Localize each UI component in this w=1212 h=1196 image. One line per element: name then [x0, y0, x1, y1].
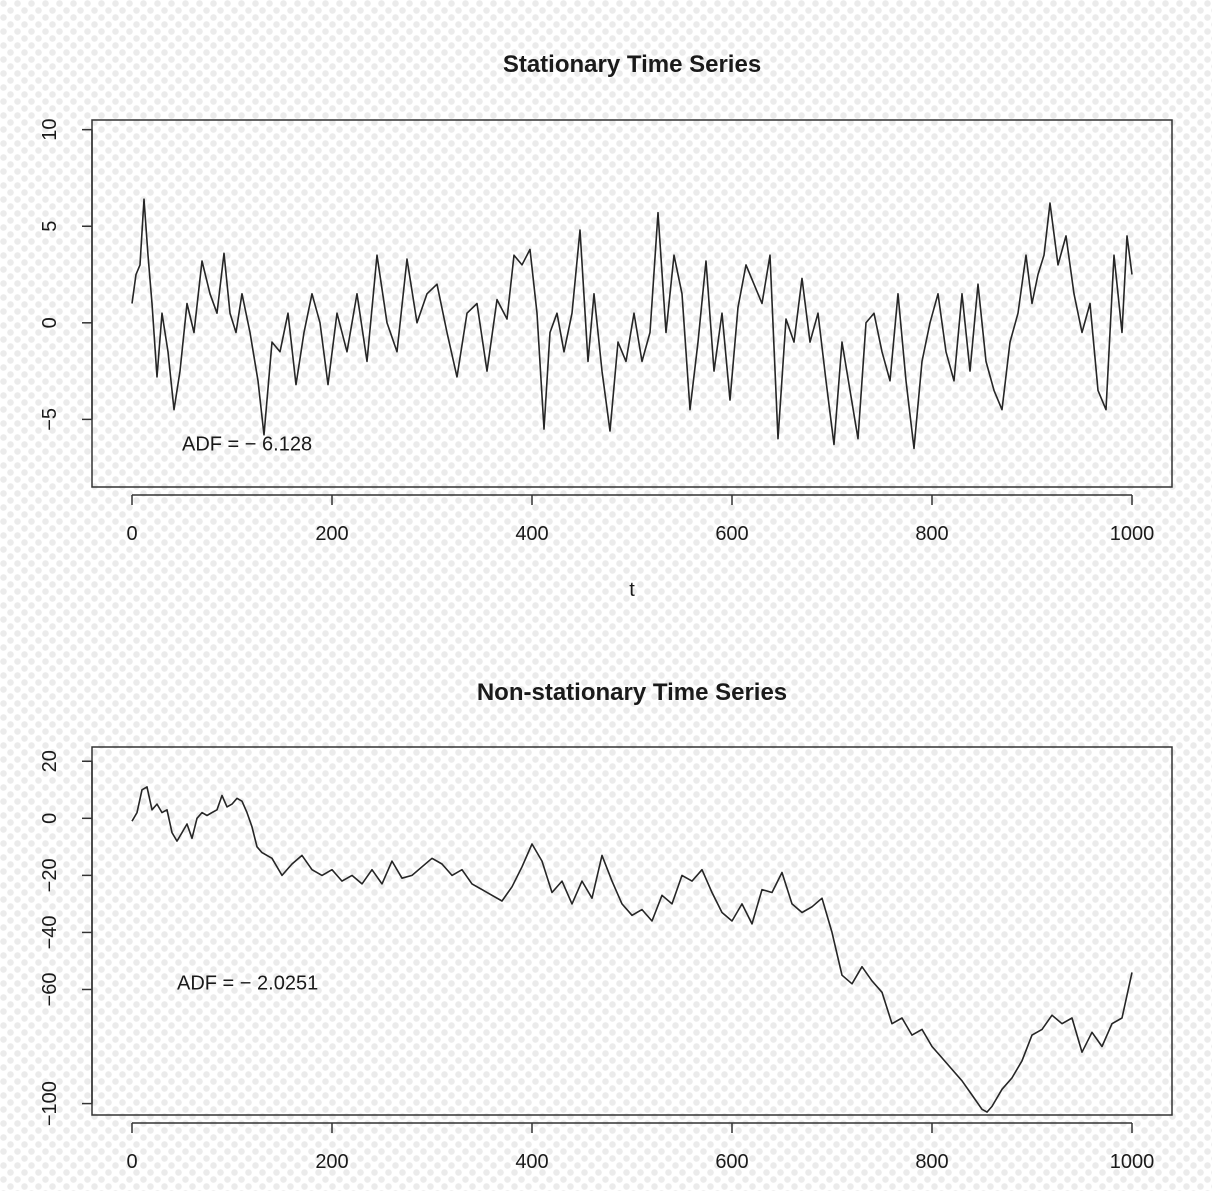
x-tick-label: 0: [126, 523, 137, 545]
x-tick-label: 1000: [1110, 1151, 1155, 1173]
x-tick-label: 400: [515, 1151, 548, 1173]
x-tick-label: 800: [915, 523, 948, 545]
series-group: [131, 198, 1133, 450]
stationary-panel: Stationary Time Series 0 200 400 600 800 1000…: [39, 51, 1173, 601]
y-tick-label: −100: [39, 1081, 61, 1126]
y-tick-label: −60: [39, 973, 61, 1007]
y-tick-label: 0: [39, 317, 61, 328]
y-tick-label: −20: [39, 858, 61, 892]
y-tick-label: 0: [39, 813, 61, 824]
x-tick-label: 800: [915, 1151, 948, 1173]
x-axis: 0 200 400 600 800 1000: [126, 1122, 1155, 1173]
y-axis: −5 0 5 10: [39, 119, 93, 431]
y-axis: −100 −60 −40 −20 0 20: [39, 750, 93, 1126]
non-stationary-panel: Non-stationary Time Series 0 200 400 600 800…: [39, 679, 1173, 1173]
x-tick-label: 200: [315, 523, 348, 545]
series-line: [131, 786, 1133, 1113]
y-tick-label: −40: [39, 915, 61, 949]
x-tick-label: 1000: [1110, 523, 1155, 545]
x-tick-label: 0: [126, 1151, 137, 1173]
x-tick-label: 600: [715, 523, 748, 545]
series-group: [131, 786, 1133, 1113]
y-tick-label: −5: [39, 408, 61, 431]
plot-frame: [91, 119, 1173, 488]
x-axis-label: t: [629, 579, 635, 601]
x-tick-label: 600: [715, 1151, 748, 1173]
chart-title: Stationary Time Series: [503, 51, 761, 78]
chart-title: Non-stationary Time Series: [477, 679, 787, 706]
y-tick-label: 20: [39, 750, 61, 772]
y-tick-label: 10: [39, 119, 61, 141]
x-axis: 0 200 400 600 800 1000: [126, 494, 1155, 545]
adf-annotation: ADF = − 6.128: [182, 433, 312, 455]
x-tick-label: 200: [315, 1151, 348, 1173]
series-line: [131, 198, 1133, 450]
adf-annotation: ADF = − 2.0251: [177, 972, 318, 994]
y-tick-label: 5: [39, 221, 61, 232]
plot-frame: [91, 746, 1173, 1116]
x-tick-label: 400: [515, 523, 548, 545]
